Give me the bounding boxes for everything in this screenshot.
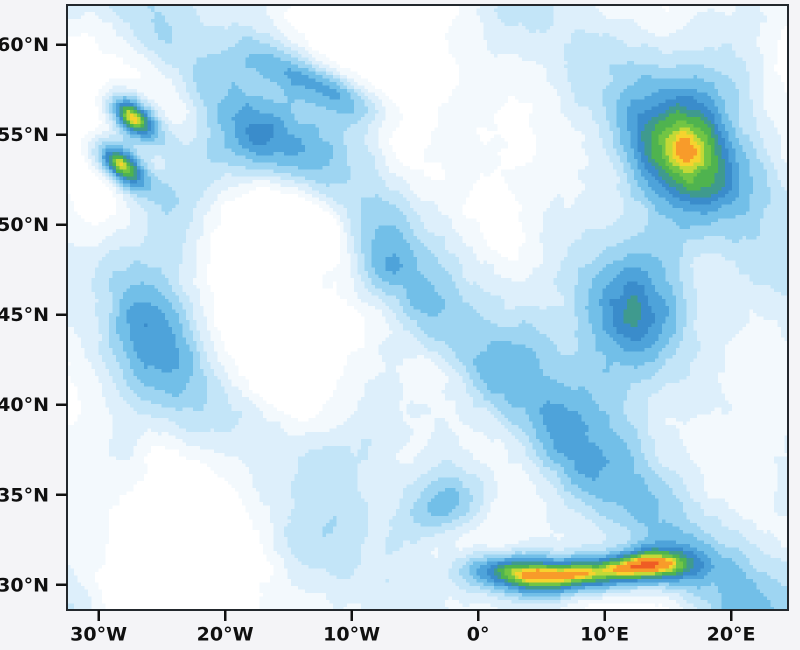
map-data-field (67, 5, 788, 610)
y-tick-label: 55°N (0, 124, 49, 146)
y-tick-label: 50°N (0, 214, 49, 236)
x-tick-label: 10°W (323, 624, 380, 646)
x-tick-label: 10°E (580, 624, 629, 646)
y-tick-label: 45°N (0, 304, 49, 326)
x-tick-label: 20°W (197, 624, 254, 646)
y-axis-ticks (56, 43, 67, 586)
y-tick-label: 30°N (0, 574, 49, 596)
x-tick-label: 30°W (70, 624, 127, 646)
x-tick-label: 20°E (707, 624, 756, 646)
y-tick-label: 40°N (0, 394, 49, 416)
x-axis-ticks (97, 610, 733, 621)
y-tick-label: 35°N (0, 484, 49, 506)
axis-frame (66, 4, 789, 611)
y-axis-tick-labels: 60°N 55°N 50°N 45°N 40°N 35°N 30°N (0, 34, 49, 596)
y-tick-label: 60°N (0, 34, 49, 56)
x-tick-label: 0° (467, 624, 490, 646)
x-axis-tick-labels: 30°W 20°W 10°W 0° 10°E 20°E (70, 624, 755, 646)
